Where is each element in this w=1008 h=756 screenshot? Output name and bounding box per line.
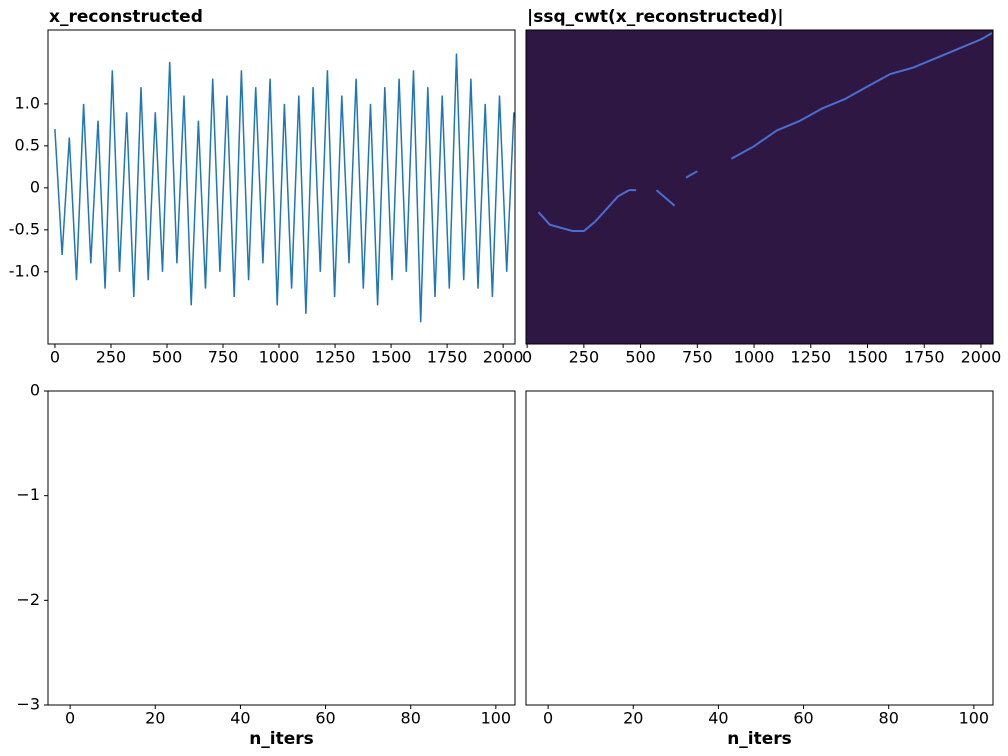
x-tick-label: 1500 [847, 348, 888, 367]
x-tick-label: 250 [569, 348, 600, 367]
x-tick-label: 0 [50, 348, 60, 367]
x-tick-label: 1500 [371, 348, 412, 367]
y-tick-label: 0 [30, 381, 40, 400]
axes-frame [47, 29, 516, 345]
x-tick-label: 60 [315, 709, 335, 728]
x-axis-label: n_iters [249, 729, 314, 749]
x-tick-label: 2000 [483, 348, 524, 367]
y-tick-label: −1 [16, 485, 40, 504]
x-tick-label: 80 [401, 709, 421, 728]
y-tick-label: 0 [30, 177, 40, 196]
y-tick-label: 0.5 [15, 135, 40, 154]
y-tick-label: -0.5 [9, 219, 40, 238]
x-tick-label: 250 [96, 348, 127, 367]
x-tick-label: 40 [708, 709, 728, 728]
x-tick-label: 20 [145, 709, 165, 728]
x-tick-label: 20 [623, 709, 643, 728]
x-tick-label: 1000 [734, 348, 775, 367]
axes-title: |ssq_cwt(x_reconstructed)| [527, 7, 784, 27]
axes-frame [525, 29, 994, 345]
x-axis-label: n_iters [727, 729, 792, 749]
x-tick-label: 40 [230, 709, 250, 728]
x-tick-label: 750 [208, 348, 239, 367]
x-tick-label: 1750 [904, 348, 945, 367]
x-tick-label: 0 [522, 348, 532, 367]
x-tick-label: 1250 [315, 348, 356, 367]
x-tick-label: 1250 [790, 348, 831, 367]
x-tick-label: 2000 [961, 348, 1002, 367]
ridge [537, 32, 993, 232]
x-tick-label: 0 [543, 709, 553, 728]
axes-frame [47, 390, 516, 706]
axes-title: x_reconstructed [49, 7, 203, 27]
x-tick-label: 60 [793, 709, 813, 728]
x-tick-label: 1750 [427, 348, 468, 367]
x-tick-label: 500 [625, 348, 656, 367]
x-tick-label: 1000 [259, 348, 300, 367]
x-tick-label: 750 [682, 348, 713, 367]
axes-frame [525, 390, 994, 706]
x-tick-label: 0 [65, 709, 75, 728]
y-tick-label: −2 [16, 590, 40, 609]
line [54, 53, 515, 323]
y-tick-label: -1.0 [9, 261, 40, 280]
y-tick-label: 1.0 [15, 93, 40, 112]
x-tick-label: 80 [879, 709, 899, 728]
y-tick-label: −3 [16, 695, 40, 714]
x-tick-label: 100 [481, 709, 512, 728]
x-tick-label: 100 [959, 709, 990, 728]
heatmap-background [526, 30, 993, 344]
x-tick-label: 500 [152, 348, 183, 367]
